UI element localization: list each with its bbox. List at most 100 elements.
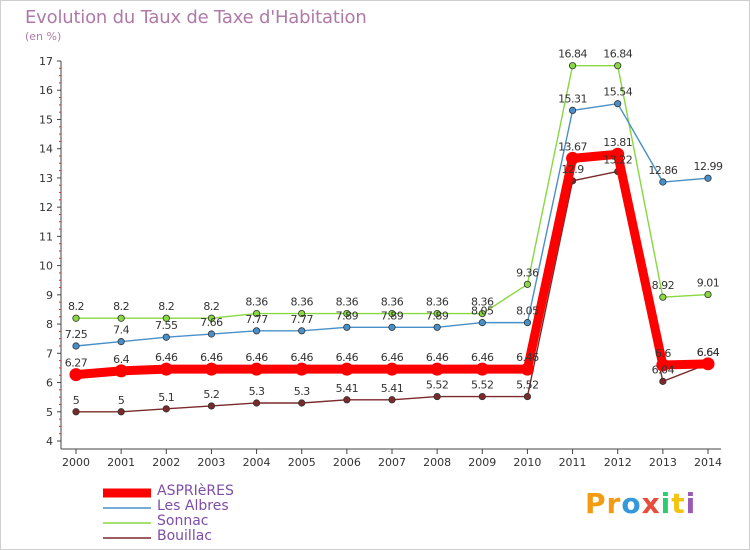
data-label: 5.52 bbox=[471, 379, 494, 392]
data-point bbox=[430, 362, 444, 376]
data-label: 6.4 bbox=[113, 353, 129, 366]
data-point bbox=[523, 319, 532, 327]
legend-label-les-albres: Les Albres bbox=[157, 498, 229, 514]
x-tick-label: 2012 bbox=[604, 456, 632, 469]
data-point bbox=[433, 323, 441, 331]
data-label: 5.52 bbox=[426, 379, 449, 392]
data-point bbox=[204, 362, 218, 376]
data-label: 7.89 bbox=[426, 309, 449, 322]
data-point bbox=[162, 333, 170, 341]
y-tick-label: 16 bbox=[39, 84, 53, 97]
data-point bbox=[69, 368, 83, 382]
data-point bbox=[568, 106, 577, 115]
data-label: 13.81 bbox=[603, 136, 632, 149]
y-tick-label: 11 bbox=[39, 230, 53, 243]
data-label: 16.84 bbox=[558, 48, 587, 61]
data-point bbox=[207, 402, 216, 410]
logo-letter: i bbox=[660, 487, 672, 520]
data-point bbox=[252, 309, 261, 318]
x-tick-label: 2004 bbox=[243, 456, 271, 469]
data-label: 6.46 bbox=[381, 351, 404, 364]
y-tick-label: 8 bbox=[46, 318, 53, 331]
data-label: 5.41 bbox=[336, 382, 359, 395]
data-point bbox=[72, 408, 80, 416]
data-label: 7.89 bbox=[381, 309, 404, 322]
logo-letter: i bbox=[685, 487, 697, 520]
data-label: 6.6 bbox=[655, 347, 671, 360]
data-point bbox=[433, 309, 441, 318]
data-point bbox=[659, 178, 667, 186]
legend-label-bouillac: Bouillac bbox=[157, 528, 212, 544]
data-label: 9.01 bbox=[697, 277, 720, 290]
data-label: 12.9 bbox=[561, 163, 584, 176]
x-tick-label: 2001 bbox=[107, 456, 135, 469]
data-label: 5.3 bbox=[294, 385, 310, 398]
data-label: 8.36 bbox=[336, 296, 359, 309]
x-tick-label: 2005 bbox=[288, 456, 316, 469]
data-point bbox=[520, 362, 534, 376]
x-tick-label: 2013 bbox=[649, 456, 677, 469]
data-label: 6.27 bbox=[65, 357, 88, 370]
data-point bbox=[478, 319, 486, 327]
data-label: 7.4 bbox=[113, 324, 129, 337]
data-label: 13.22 bbox=[603, 153, 632, 166]
data-label: 9.36 bbox=[516, 266, 539, 279]
data-point bbox=[614, 62, 622, 70]
data-label: 5.2 bbox=[203, 388, 219, 401]
data-point bbox=[207, 314, 216, 322]
data-point bbox=[295, 362, 309, 376]
data-label: 8.2 bbox=[68, 300, 84, 313]
data-point bbox=[340, 362, 354, 376]
data-label: 8.36 bbox=[426, 296, 449, 309]
x-tick-label: 2000 bbox=[62, 456, 90, 469]
data-label: 6.46 bbox=[336, 351, 359, 364]
data-point bbox=[385, 362, 399, 376]
data-point bbox=[478, 392, 486, 401]
data-point bbox=[523, 280, 532, 288]
data-point bbox=[114, 364, 128, 378]
data-point bbox=[117, 338, 125, 346]
data-label: 8.2 bbox=[158, 300, 174, 313]
data-point bbox=[250, 362, 264, 376]
y-tick-label: 13 bbox=[39, 172, 53, 185]
data-label: 6.46 bbox=[200, 351, 223, 364]
x-tick-label: 2011 bbox=[559, 456, 587, 469]
data-label: 6.64 bbox=[697, 346, 720, 359]
data-label: 5.1 bbox=[158, 391, 174, 404]
x-tick-label: 2010 bbox=[513, 456, 541, 469]
data-point bbox=[704, 174, 712, 182]
data-label: 7.77 bbox=[245, 313, 268, 326]
y-tick-label: 12 bbox=[39, 201, 53, 214]
data-point bbox=[343, 309, 351, 318]
data-label: 15.31 bbox=[558, 92, 587, 105]
data-label: 6.46 bbox=[426, 351, 449, 364]
data-point bbox=[475, 362, 489, 376]
data-label: 6.64 bbox=[697, 346, 720, 359]
data-point bbox=[117, 314, 125, 322]
data-point bbox=[433, 392, 441, 401]
data-point bbox=[614, 100, 622, 108]
data-point bbox=[343, 323, 351, 331]
data-label: 8.36 bbox=[381, 296, 404, 309]
x-tick-label: 2002 bbox=[152, 456, 180, 469]
data-point bbox=[343, 396, 351, 404]
logo-letter: x bbox=[641, 487, 661, 520]
data-point bbox=[162, 314, 170, 322]
logo-letter: r bbox=[606, 487, 622, 520]
y-tick-label: 17 bbox=[39, 55, 53, 68]
x-tick-label: 2007 bbox=[378, 456, 406, 469]
data-point bbox=[659, 377, 667, 385]
data-label: 6.46 bbox=[155, 351, 178, 364]
legend-label-sonnac: Sonnac bbox=[157, 513, 209, 529]
data-point bbox=[659, 293, 667, 301]
data-point bbox=[162, 405, 170, 413]
y-tick-label: 7 bbox=[46, 347, 53, 360]
data-label: 7.89 bbox=[336, 309, 359, 322]
data-label: 5 bbox=[73, 394, 80, 407]
y-tick-label: 14 bbox=[39, 143, 53, 156]
data-point bbox=[298, 327, 306, 335]
y-tick-label: 4 bbox=[46, 435, 53, 448]
data-point bbox=[388, 396, 396, 404]
data-label: 5.3 bbox=[249, 385, 265, 398]
